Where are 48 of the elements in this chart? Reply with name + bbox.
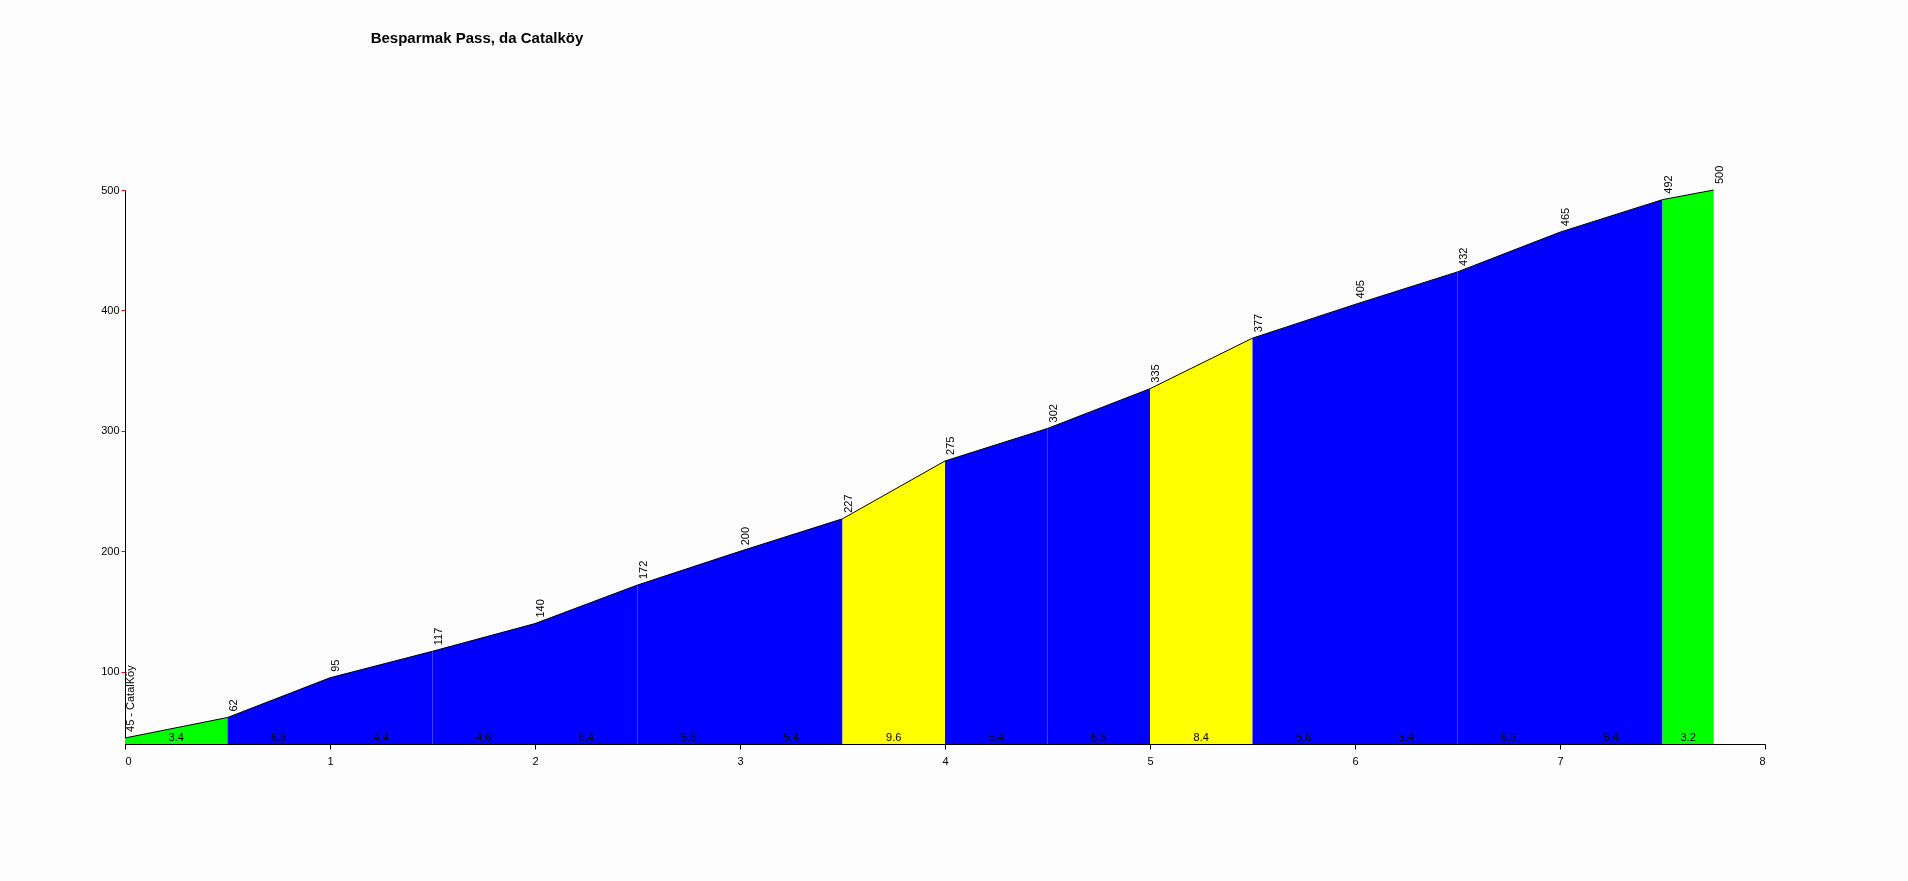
y-tick-label: 200 <box>101 544 120 557</box>
data-label: 45 - CatalKöy <box>124 664 136 732</box>
data-label: 377 <box>1251 313 1264 333</box>
x-tick-label: 5 <box>1147 754 1154 767</box>
y-tick-label: 400 <box>101 303 120 316</box>
annotation: 6.4 <box>578 731 594 743</box>
annotation: 6.6 <box>1091 731 1107 743</box>
annotation: 4.4 <box>373 731 389 743</box>
x-tick-label: 4 <box>942 754 949 767</box>
data-label: 117 <box>431 627 444 646</box>
annotation: 6.6 <box>271 731 287 743</box>
data-label: 62 <box>226 699 239 712</box>
data-label: 465 <box>1559 207 1571 227</box>
annotation: 5.4 <box>1603 731 1619 743</box>
data-label: 140 <box>534 599 546 618</box>
x-tick-label: 2 <box>532 754 539 767</box>
annotation: 3.4 <box>168 731 184 743</box>
data-label: 405 <box>1354 280 1366 299</box>
y-tick-label: 500 <box>101 183 120 196</box>
annotation: 5.6 <box>681 731 697 743</box>
annotation: 6.6 <box>1501 731 1517 743</box>
annotation: 9.6 <box>886 731 902 743</box>
x-tick-label: 6 <box>1352 754 1359 767</box>
data-label: 432 <box>1456 247 1469 266</box>
x-tick-label: 1 <box>327 754 334 767</box>
data-label: 227 <box>841 494 854 513</box>
x-tick-label: 0 <box>125 754 132 767</box>
x-tick-label: 7 <box>1557 754 1564 767</box>
x-tick-label: 3 <box>737 754 744 767</box>
data-label: 275 <box>944 436 956 455</box>
y-tick-label: 100 <box>101 665 120 678</box>
annotation: 5.4 <box>988 731 1004 743</box>
annotation: 5.4 <box>783 731 799 743</box>
annotation: 8.4 <box>1193 731 1209 743</box>
annotation: 5.4 <box>1398 731 1414 743</box>
annotation: 4.6 <box>476 731 492 743</box>
annotation: 3.2 <box>1680 731 1696 743</box>
data-label: 95 <box>329 659 341 672</box>
data-label: 500 <box>1712 165 1725 184</box>
annotation: 5.6 <box>1296 731 1312 743</box>
data-label: 200 <box>739 526 751 546</box>
y-tick-label: 300 <box>101 424 120 437</box>
data-label: 302 <box>1046 404 1059 423</box>
data-label: 172 <box>636 560 649 580</box>
data-label: 492 <box>1661 175 1674 194</box>
x-tick-label: 8 <box>1759 754 1766 767</box>
data-label: 335 <box>1149 364 1161 383</box>
chart-title: Besparmak Pass, da Catalköy <box>370 28 584 46</box>
